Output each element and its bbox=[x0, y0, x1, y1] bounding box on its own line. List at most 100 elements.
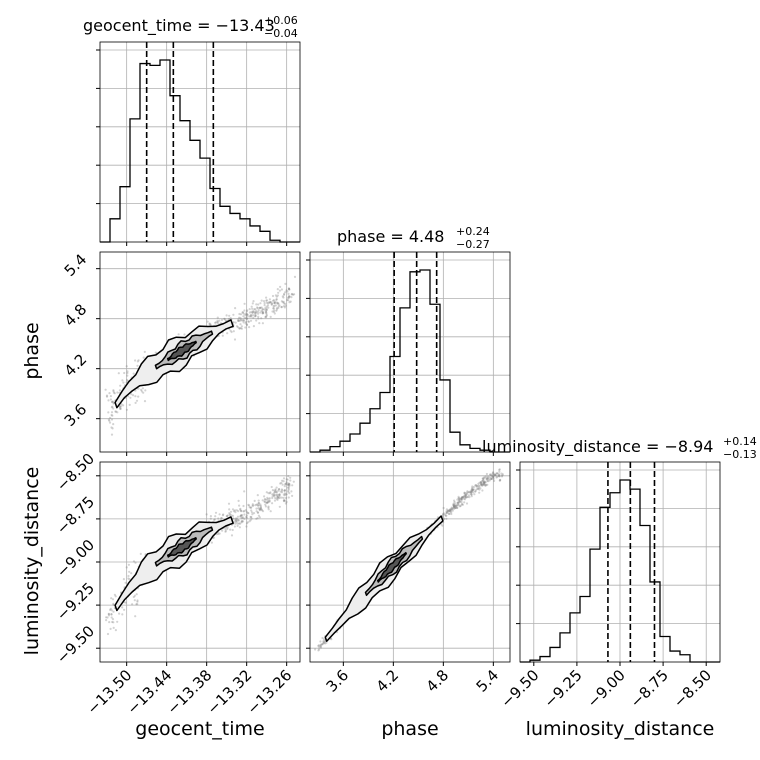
sample-point bbox=[109, 416, 112, 419]
sample-point bbox=[454, 505, 457, 508]
sample-point bbox=[498, 468, 501, 471]
sample-point bbox=[110, 613, 113, 616]
sample-point bbox=[492, 475, 495, 478]
sample-point bbox=[285, 482, 288, 485]
sample-point bbox=[281, 483, 284, 486]
sample-point bbox=[457, 501, 460, 504]
sample-point bbox=[469, 491, 472, 494]
sample-point bbox=[232, 510, 235, 513]
sample-point bbox=[475, 485, 478, 488]
sample-point bbox=[459, 500, 462, 503]
sample-point bbox=[280, 491, 284, 494]
sample-point bbox=[263, 304, 266, 307]
sample-point bbox=[254, 314, 257, 317]
sample-point bbox=[137, 395, 140, 398]
sample-point bbox=[113, 593, 116, 596]
sample-point bbox=[133, 599, 136, 602]
sample-point bbox=[256, 306, 259, 309]
sample-point bbox=[249, 519, 252, 522]
sample-point bbox=[281, 489, 284, 492]
sample-point bbox=[110, 418, 114, 421]
sample-point bbox=[208, 323, 211, 326]
sample-point bbox=[259, 506, 262, 509]
sample-point bbox=[265, 309, 268, 312]
sample-point bbox=[322, 641, 325, 644]
sample-point bbox=[322, 640, 326, 644]
sample-point bbox=[462, 497, 466, 500]
sample-point bbox=[449, 508, 452, 511]
sample-point bbox=[275, 486, 278, 489]
sample-point bbox=[268, 492, 271, 495]
sample-point bbox=[154, 351, 157, 354]
sample-point bbox=[257, 507, 260, 510]
hist-outline bbox=[100, 59, 300, 243]
sample-point bbox=[136, 360, 139, 363]
sample-point bbox=[134, 389, 137, 392]
sample-point bbox=[110, 609, 113, 612]
sample-point bbox=[243, 319, 246, 322]
sample-point bbox=[449, 508, 452, 511]
sample-point bbox=[445, 508, 448, 511]
sample-point bbox=[283, 494, 286, 497]
sample-point bbox=[260, 509, 263, 512]
sample-point bbox=[240, 521, 243, 524]
sample-point bbox=[264, 310, 267, 313]
sample-point bbox=[245, 315, 248, 318]
sample-point bbox=[261, 510, 265, 513]
sample-point bbox=[456, 503, 459, 506]
sample-point bbox=[109, 395, 112, 398]
sample-point bbox=[287, 287, 290, 290]
sample-point bbox=[287, 482, 290, 485]
sample-point bbox=[456, 506, 459, 509]
sample-point bbox=[131, 603, 134, 606]
sample-point bbox=[319, 643, 322, 646]
sample-point bbox=[277, 306, 280, 310]
sample-point bbox=[110, 413, 113, 417]
sample-point bbox=[279, 482, 282, 485]
panel-frame bbox=[309, 461, 511, 663]
sample-point bbox=[257, 303, 260, 306]
sample-point bbox=[265, 296, 268, 299]
sample-point bbox=[216, 320, 219, 324]
sample-point bbox=[249, 319, 253, 322]
sample-point bbox=[486, 475, 490, 478]
sample-point bbox=[234, 519, 237, 522]
sample-point bbox=[486, 479, 489, 483]
sample-point bbox=[236, 326, 239, 329]
sample-point bbox=[268, 500, 271, 503]
sample-point bbox=[287, 486, 290, 489]
sample-point bbox=[265, 299, 268, 302]
sample-point bbox=[241, 311, 244, 314]
sample-point bbox=[461, 495, 464, 499]
sample-point bbox=[483, 482, 486, 485]
sample-point bbox=[106, 632, 110, 636]
sample-point bbox=[482, 477, 485, 480]
sample-point bbox=[105, 394, 109, 397]
sample-point bbox=[237, 518, 240, 522]
sample-point bbox=[232, 321, 235, 324]
sample-point bbox=[293, 293, 296, 296]
sample-point bbox=[466, 490, 469, 493]
sample-point bbox=[120, 403, 123, 406]
sample-point bbox=[236, 524, 239, 528]
sample-point bbox=[214, 321, 217, 324]
sample-point bbox=[245, 313, 248, 316]
sample-point bbox=[239, 323, 242, 326]
sample-point bbox=[462, 495, 465, 498]
sample-point bbox=[256, 517, 259, 520]
sample-point bbox=[319, 640, 322, 643]
sample-point bbox=[265, 315, 268, 318]
sample-point bbox=[235, 517, 238, 520]
sample-point bbox=[272, 307, 275, 310]
sample-point bbox=[235, 325, 239, 328]
sample-point bbox=[244, 322, 247, 325]
sample-point bbox=[488, 479, 491, 482]
sample-point bbox=[250, 305, 253, 308]
sample-point bbox=[262, 308, 265, 311]
xtick-label-phase: 4.2 bbox=[373, 666, 403, 696]
sample-point bbox=[107, 399, 110, 402]
sample-point bbox=[287, 486, 290, 489]
xlabel-luminosity-distance: luminosity_distance bbox=[526, 718, 715, 740]
sample-point bbox=[235, 519, 238, 523]
sample-point bbox=[458, 499, 461, 502]
